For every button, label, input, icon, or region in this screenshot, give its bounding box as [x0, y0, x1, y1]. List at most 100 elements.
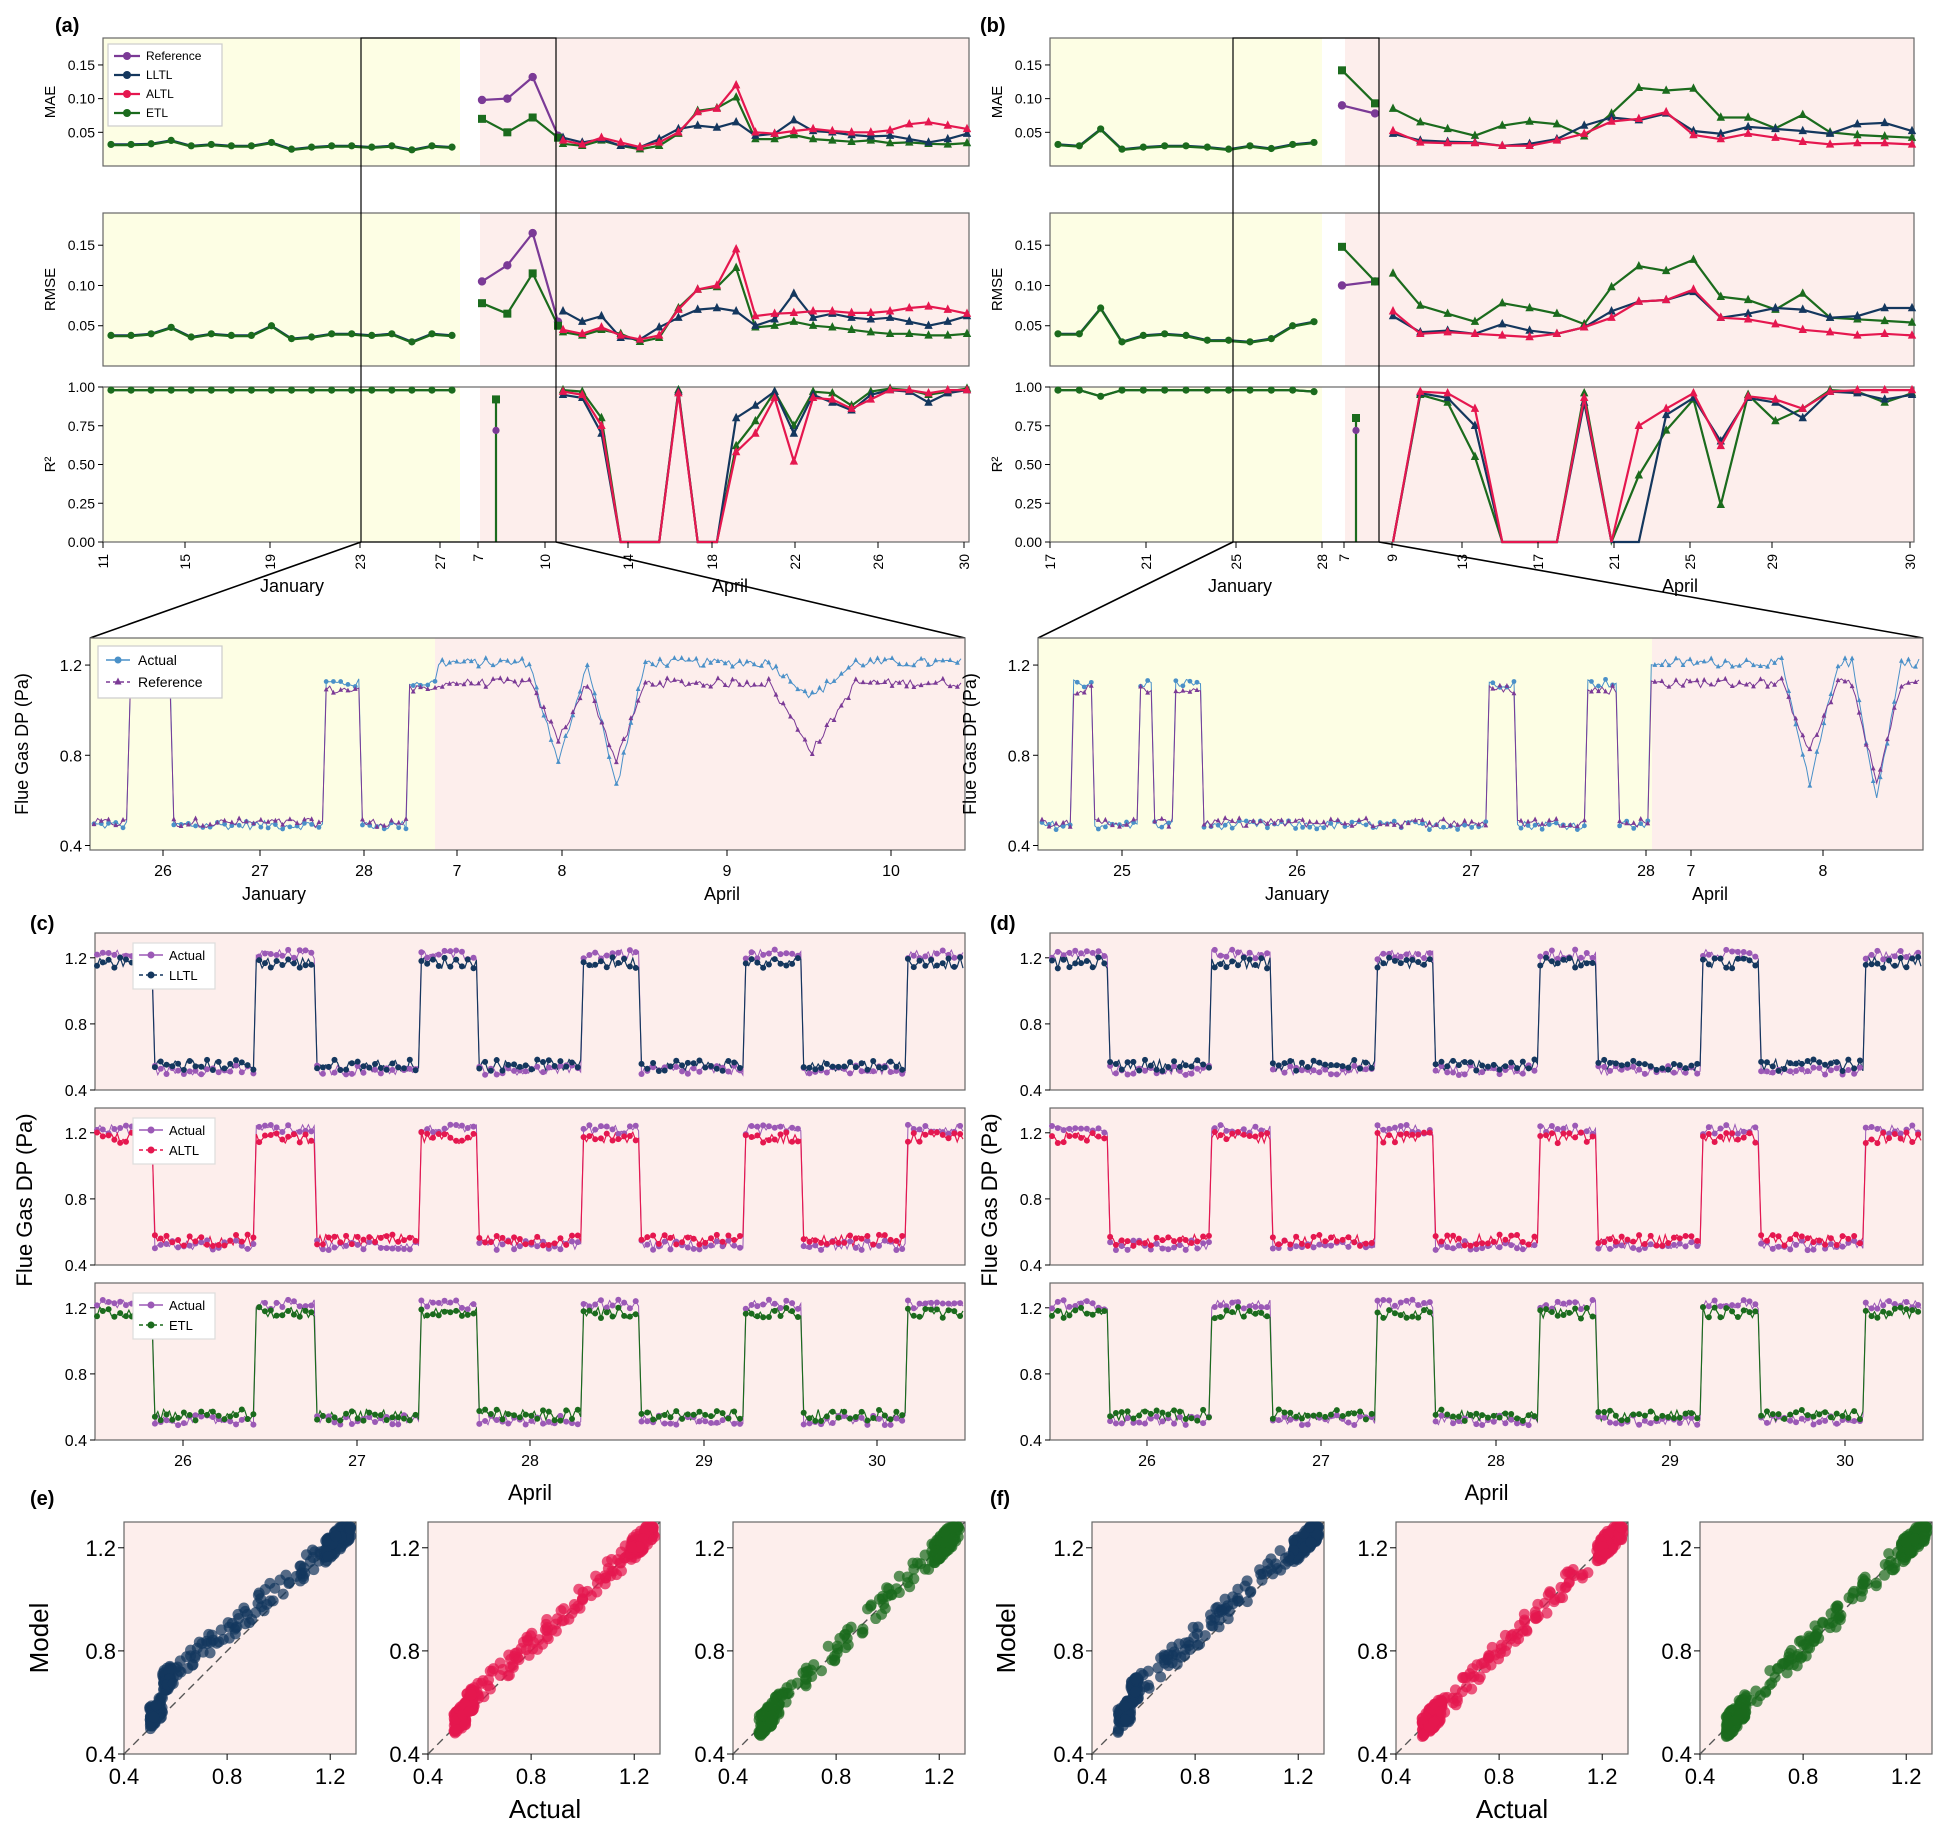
data-point-reference: [1194, 687, 1200, 693]
data-point-reference: [1863, 741, 1869, 747]
data-point-april_tail_altl: [847, 127, 856, 136]
data-point-altl: [117, 1139, 124, 1146]
data-point-actual: [209, 1414, 216, 1421]
x-tick-label: 23: [352, 554, 368, 570]
data-point-reference: [1779, 675, 1785, 681]
data-point-etl: [1572, 1305, 1579, 1312]
data-point-april_tail_altl: [828, 125, 837, 135]
data-point-etl: [1229, 1309, 1236, 1316]
data-point-altl: [551, 1240, 558, 1247]
x-tick-label: 0.8: [516, 1764, 547, 1789]
data-point-april_tail_altl: [1607, 116, 1616, 125]
data-point-altl: [1345, 1234, 1352, 1241]
data-point-etl: [198, 1408, 205, 1415]
data-point-lltl: [157, 1058, 164, 1065]
data-point-april_tail_lltl: [1771, 123, 1780, 133]
data-point-actual: [765, 1296, 772, 1303]
data-point-reference: [1377, 821, 1383, 827]
data-point-january: [267, 386, 276, 394]
data-point-january: [1203, 143, 1211, 151]
data-point-reference: [628, 715, 634, 721]
data-point-april_tail_etl: [1907, 317, 1917, 326]
data-point-etl: [325, 1417, 332, 1424]
data-point-actual: [1769, 1069, 1776, 1076]
data-point-altl: [1670, 1234, 1677, 1241]
x-tick-label: 18: [704, 554, 720, 570]
data-point-etl: [910, 1312, 917, 1319]
data-point-reference: [1828, 699, 1834, 705]
x-tick-label: 0.8: [212, 1764, 243, 1789]
data-point-april_tail_lltl: [1825, 128, 1835, 137]
data-point-lltl: [1165, 1064, 1172, 1071]
data-point-etl: [493, 1406, 500, 1413]
data-point-actual: [609, 1126, 616, 1133]
data-point-lltl: [783, 962, 790, 969]
data-point-etl: [638, 1410, 645, 1417]
data-point-lltl: [1078, 960, 1085, 967]
data-point-april_tail_lltl: [905, 316, 914, 325]
data-point-reference: [280, 821, 286, 827]
scatter-point: [856, 1627, 868, 1639]
data-point-lltl: [1641, 1061, 1648, 1068]
data-point-altl: [1351, 1239, 1358, 1246]
y-tick-label: 0.8: [389, 1639, 420, 1664]
data-point-lltl: [487, 1067, 494, 1074]
data-point-actual: [1548, 947, 1555, 954]
data-point-actual: [1607, 1419, 1614, 1426]
data-point-april_tail_etl: [1388, 268, 1398, 277]
data-point-actual: [1508, 1416, 1515, 1423]
data-point-lltl: [215, 1058, 222, 1065]
data-point-altl: [1362, 1240, 1369, 1247]
data-point-reference: [534, 690, 539, 696]
x-axis-label: April: [508, 1480, 552, 1505]
data-point-actual: [557, 1062, 564, 1069]
data-point-reference: [1476, 821, 1482, 827]
data-point-actual: [1560, 1300, 1567, 1307]
data-point-lltl: [1769, 1063, 1776, 1070]
data-point-actual: [389, 1421, 396, 1428]
data-point-reference: [1279, 817, 1284, 823]
data-point-etl: [285, 1308, 292, 1315]
data-point-etl: [1868, 1313, 1875, 1320]
data-point-lltl: [1240, 954, 1247, 961]
data-point-actual: [939, 947, 946, 954]
data-point-lltl: [1089, 964, 1096, 971]
y-tick-label: 0.8: [60, 748, 82, 765]
data-point-reference: [338, 686, 344, 692]
data-point-actual: [1081, 684, 1087, 690]
data-point-actual: [1810, 1064, 1817, 1071]
data-point-etl: [789, 1308, 796, 1315]
data-point-actual: [1304, 1421, 1311, 1428]
data-point-actual: [458, 1304, 465, 1311]
data-point-january: [1203, 386, 1211, 394]
data-point-actual: [267, 1121, 274, 1128]
y-tick-label: 0.4: [85, 1742, 116, 1767]
data-point-actual: [584, 662, 590, 668]
data-point-actual: [493, 1246, 500, 1253]
scatter-point: [232, 1608, 244, 1620]
data-point-lltl: [1426, 956, 1433, 963]
data-point-etl: [1339, 1412, 1346, 1419]
data-point-actual: [111, 951, 118, 958]
data-point-april_tail_altl: [1743, 391, 1753, 400]
data-point-actual: [511, 1067, 518, 1074]
scatter-point: [1179, 1637, 1191, 1649]
data-point-altl: [933, 1129, 940, 1136]
data-point-lltl: [111, 964, 118, 971]
data-point-etl: [1636, 1411, 1643, 1418]
data-point-reference: [1807, 746, 1813, 752]
data-point-april_tail_lltl: [808, 312, 818, 321]
data-point-april_tail_altl: [558, 324, 568, 333]
data-point-lltl: [1066, 964, 1073, 971]
x-tick-label: 1.2: [1283, 1764, 1314, 1789]
x-tick-label: 17: [1530, 554, 1546, 570]
data-point-etl: [1147, 1410, 1154, 1417]
data-point-actual: [1427, 827, 1432, 833]
scatter-point: [1518, 1614, 1530, 1626]
data-point-actual: [1821, 720, 1827, 726]
data-point-actual: [719, 1243, 726, 1250]
data-point-reference: [1610, 682, 1615, 688]
data-point-actual: [760, 1301, 767, 1308]
data-point-april_tail_etl: [1498, 120, 1507, 129]
data-point-actual: [296, 1128, 303, 1135]
